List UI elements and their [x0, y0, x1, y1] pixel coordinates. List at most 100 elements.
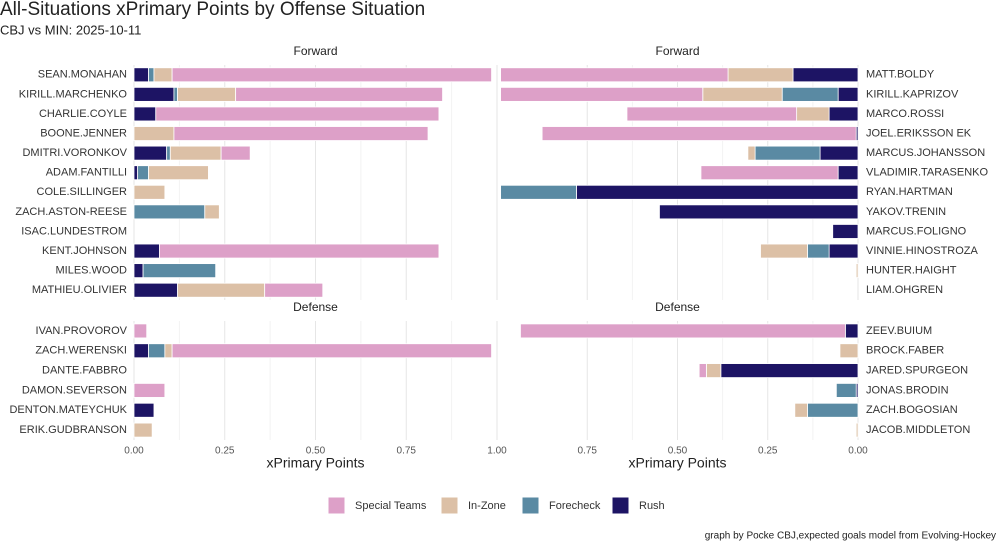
y-tick-label: ZACH.ASTON-REESE [15, 206, 127, 218]
bar-segment [133, 343, 149, 359]
y-tick-label: ADAM.FANTILLI [46, 167, 127, 179]
y-tick-label: MARCUS.FOLIGNO [866, 225, 967, 237]
y-tick-label: ZACH.WERENSKI [35, 345, 127, 357]
bar-segment [164, 343, 173, 359]
y-tick-label: JONAS.BRODIN [866, 384, 949, 396]
bar-segment [159, 243, 440, 259]
bar-segment [133, 263, 144, 279]
bar-segment [828, 243, 859, 259]
bar-segment [264, 282, 324, 298]
y-tick-label: HUNTER.HAIGHT [866, 265, 957, 277]
y-tick-label: VINNIE.HINOSTROZA [866, 245, 979, 257]
bar-segment [173, 86, 178, 102]
bar-segment [832, 224, 859, 239]
y-tick-label: SEAN.MONAHAN [38, 69, 127, 81]
bar-segment [760, 243, 808, 259]
bar-segment [700, 165, 839, 181]
bar-segment [133, 243, 160, 259]
x-axis-title: xPrimary Points [628, 455, 726, 471]
bar-segment [166, 145, 171, 161]
bar-segment [171, 343, 492, 359]
legend-swatch [521, 496, 540, 515]
bar-segment [702, 86, 783, 102]
bar-segment [133, 282, 178, 298]
y-tick-label: MATT.BOLDY [866, 69, 935, 81]
bar-segment [133, 86, 175, 102]
x-tick-label: 0.50 [668, 446, 688, 457]
y-tick-label: JACOB.MIDDLETON [866, 424, 970, 436]
bar-segment [133, 184, 166, 200]
bar-segment [177, 282, 266, 298]
bar-segment [500, 67, 729, 83]
x-tick-label: 0.75 [397, 446, 417, 457]
bar-segment [173, 126, 429, 141]
bar-segment [133, 204, 206, 220]
x-tick-label: 0.50 [306, 446, 326, 457]
y-tick-label: KIRILL.KAPRIZOV [866, 88, 959, 100]
y-tick-label: YAKOV.TRENIN [866, 206, 946, 218]
x-tick-label: 0.75 [578, 446, 598, 457]
x-tick-label: 0.00 [124, 446, 144, 457]
bar-segment [133, 145, 168, 161]
bar-segment [705, 363, 722, 378]
bar-segment [171, 67, 492, 83]
y-tick-label: BROCK.FABER [866, 345, 944, 357]
bar-segment [626, 106, 798, 122]
bar-segment [133, 383, 166, 398]
y-tick-label: VLADIMIR.TARASENKO [866, 167, 988, 179]
bar-segment [720, 363, 859, 378]
bar-segment [153, 67, 173, 83]
y-tick-label: ERIK.GUDBRANSON [19, 424, 127, 436]
y-tick-label: MILES.WOOD [55, 265, 127, 277]
bar-segment [133, 106, 157, 122]
legend-label: Rush [639, 500, 665, 512]
x-axis-title: xPrimary Points [266, 455, 364, 471]
bar-segment [500, 86, 704, 102]
bar-segment [148, 165, 209, 181]
bar-segment [807, 402, 859, 418]
y-tick-label: CHARLIE.COYLE [39, 108, 127, 120]
caption: graph by Pocke CBJ,expected goals model … [705, 531, 996, 542]
bar-segment [235, 86, 443, 102]
y-tick-label: JARED.SPURGEON [866, 364, 968, 376]
legend-swatch [440, 496, 459, 515]
y-tick-label: KIRILL.MARCHENKO [19, 88, 128, 100]
bar-segment [835, 383, 857, 398]
bar-segment [142, 263, 217, 279]
legend-label: Special Teams [355, 500, 427, 512]
strip-label: Defense [293, 300, 338, 314]
bar-segment [155, 106, 440, 122]
bar-segment [794, 402, 808, 418]
legend-swatch [327, 496, 346, 515]
legend-label: Forecheck [549, 500, 601, 512]
y-tick-label: MATHIEU.OLIVIER [32, 284, 127, 296]
bar-segment [133, 402, 155, 418]
bar-segment [855, 263, 859, 279]
bar-segment [792, 67, 859, 83]
bar-segment [133, 422, 153, 438]
y-tick-label: ISAC.LUNDESTROM [21, 225, 127, 237]
y-tick-label: JOEL.ERIKSSON EK [866, 127, 972, 139]
bar-segment [148, 67, 155, 83]
chart-subtitle: CBJ vs MIN: 2025-10-11 [0, 22, 141, 37]
y-tick-label: DMITRI.VORONKOV [22, 147, 127, 159]
bar-segment [844, 323, 859, 339]
bar-segment [754, 145, 821, 161]
bar-segment [807, 243, 830, 259]
x-tick-label: 0.25 [758, 446, 778, 457]
bar-segment [177, 86, 237, 102]
y-tick-label: RYAN.HARTMAN [866, 186, 953, 198]
y-tick-label: COLE.SILLINGER [37, 186, 128, 198]
bar-segment [133, 67, 149, 83]
bar-segment [747, 145, 756, 161]
legend-label: In-Zone [468, 500, 506, 512]
y-tick-label: LIAM.OHGREN [866, 284, 943, 296]
bar-segment [133, 165, 139, 181]
bar-segment [137, 165, 149, 181]
y-tick-label: BOONE.JENNER [40, 127, 127, 139]
x-tick-label: 0.00 [848, 446, 868, 457]
y-tick-label: DANTE.FABBRO [42, 364, 127, 376]
y-tick-label: KENT.JOHNSON [42, 245, 127, 257]
y-tick-label: IVAN.PROVOROV [36, 325, 128, 337]
